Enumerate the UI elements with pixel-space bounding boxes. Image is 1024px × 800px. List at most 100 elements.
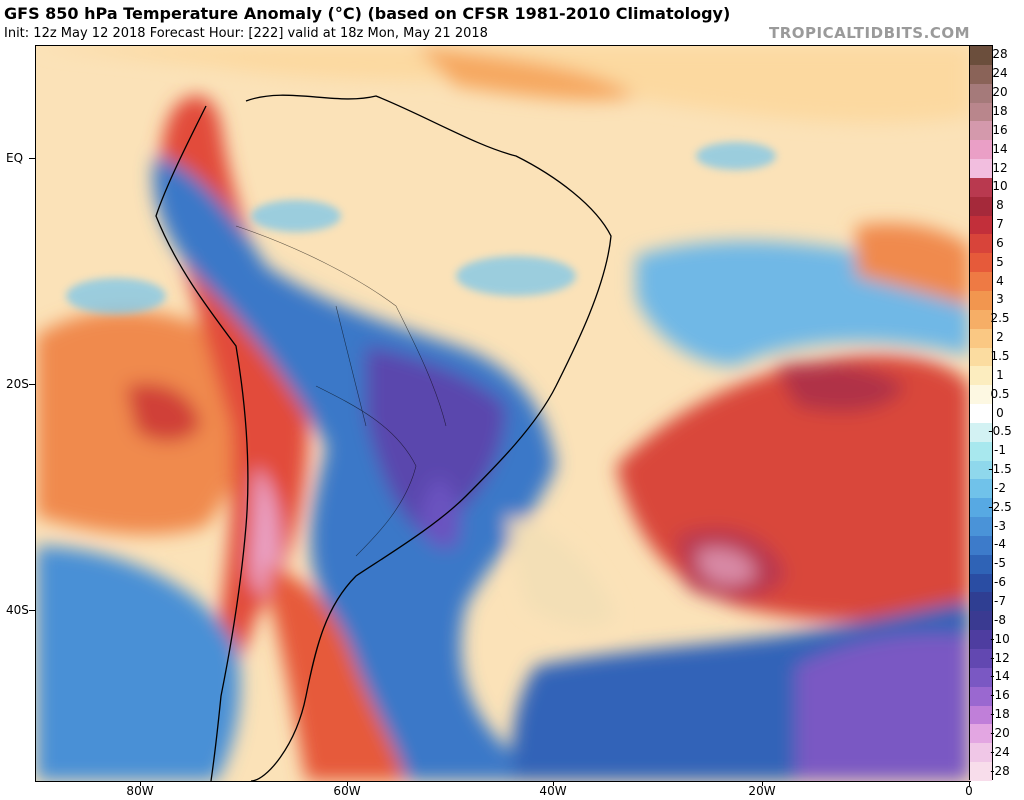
colorbar-swatch xyxy=(970,215,992,235)
colorbar-level-label: -18 xyxy=(990,707,1010,722)
colorbar-swatch xyxy=(970,366,992,386)
lat-tick-20s xyxy=(29,384,35,385)
colorbar-level-label: 2.5 xyxy=(990,311,1010,326)
colorbar-legend xyxy=(969,45,993,781)
colorbar-level-label: -1.5 xyxy=(988,462,1012,477)
colorbar-level-label: 28 xyxy=(992,47,1008,62)
colorbar-swatch xyxy=(970,177,992,197)
lat-label-20s: 20S xyxy=(6,377,29,391)
colorbar-swatch xyxy=(970,64,992,84)
colorbar-level-label: -24 xyxy=(990,744,1010,759)
forecast-info: Init: 12z May 12 2018 Forecast Hour: [22… xyxy=(4,26,488,41)
colorbar-swatch xyxy=(970,253,992,273)
lat-label-eq: EQ xyxy=(6,151,24,165)
colorbar-level-label: -8 xyxy=(994,612,1006,627)
colorbar-swatch xyxy=(970,83,992,103)
colorbar-swatch xyxy=(970,385,992,405)
colorbar-level-label: 6 xyxy=(996,235,1004,250)
colorbar-swatch xyxy=(970,705,992,725)
colorbar-swatch xyxy=(970,272,992,291)
colorbar-swatch xyxy=(970,498,992,518)
lon-label-40w: 40W xyxy=(539,784,567,798)
colorbar-swatch xyxy=(970,422,992,442)
lat-tick-40s xyxy=(29,610,35,611)
lon-tick-80w xyxy=(140,781,141,786)
colorbar-level-label: -20 xyxy=(990,725,1010,740)
colorbar-swatch xyxy=(970,46,992,65)
colorbar-swatch xyxy=(970,592,992,612)
colorbar-level-label: 7 xyxy=(996,217,1004,232)
colorbar-level-label: -2 xyxy=(994,480,1006,495)
colorbar-swatch xyxy=(970,517,992,536)
colorbar-swatch xyxy=(970,404,992,423)
colorbar-swatch xyxy=(970,554,992,574)
colorbar-swatch xyxy=(970,667,992,687)
colorbar-swatch xyxy=(970,159,992,178)
colorbar-level-label: -1 xyxy=(994,443,1006,458)
colorbar-level-label: 20 xyxy=(992,85,1008,100)
colorbar-level-label: 10 xyxy=(992,179,1008,194)
colorbar-level-label: -4 xyxy=(994,537,1006,552)
colorbar-level-label: -3 xyxy=(994,518,1006,533)
lon-label-0: 0 xyxy=(965,784,973,798)
colorbar-swatch xyxy=(970,573,992,593)
lat-tick-eq xyxy=(29,158,35,159)
colorbar-swatch xyxy=(970,762,992,781)
colorbar-level-label: -28 xyxy=(990,763,1010,778)
colorbar-swatch xyxy=(970,121,992,141)
colorbar-level-label: 18 xyxy=(992,103,1008,118)
chart-title: GFS 850 hPa Temperature Anomaly (°C) (ba… xyxy=(4,4,731,23)
colorbar-level-label: 4 xyxy=(996,273,1004,288)
lat-label-40s: 40S xyxy=(6,603,29,617)
colorbar-level-label: -12 xyxy=(990,650,1010,665)
colorbar-level-label: 12 xyxy=(992,160,1008,175)
lon-label-60w: 60W xyxy=(333,784,361,798)
colorbar-level-label: -16 xyxy=(990,688,1010,703)
colorbar-level-label: 16 xyxy=(992,122,1008,137)
colorbar-level-label: 5 xyxy=(996,254,1004,269)
colorbar-level-label: 24 xyxy=(992,66,1008,81)
brand-watermark[interactable]: TROPICALTIDBITS.COM xyxy=(769,24,970,42)
colorbar-level-label: -7 xyxy=(994,593,1006,608)
colorbar-swatch xyxy=(970,649,992,668)
anomaly-field xyxy=(36,46,970,781)
colorbar-level-label: -0.5 xyxy=(988,424,1012,439)
colorbar-swatch xyxy=(970,328,992,348)
lon-tick-60w xyxy=(347,781,348,786)
colorbar-level-label: 3 xyxy=(996,292,1004,307)
colorbar-level-label: 0 xyxy=(996,405,1004,420)
colorbar-swatch xyxy=(970,611,992,631)
colorbar-swatch xyxy=(970,234,992,254)
colorbar-level-label: -14 xyxy=(990,669,1010,684)
colorbar-swatch xyxy=(970,479,992,499)
colorbar-level-label: 14 xyxy=(992,141,1008,156)
colorbar-level-label: 1.5 xyxy=(990,348,1010,363)
colorbar-swatch xyxy=(970,290,992,310)
colorbar-level-label: 1 xyxy=(996,367,1004,382)
colorbar-swatch xyxy=(970,309,992,329)
colorbar-swatch xyxy=(970,724,992,744)
colorbar-swatch xyxy=(970,347,992,367)
lon-tick-40w xyxy=(553,781,554,786)
colorbar-level-label: 2 xyxy=(996,330,1004,345)
lon-label-20w: 20W xyxy=(748,784,776,798)
colorbar-level-label: 8 xyxy=(996,198,1004,213)
colorbar-swatch xyxy=(970,686,992,706)
colorbar-level-label: 0.5 xyxy=(990,386,1010,401)
colorbar-swatch xyxy=(970,196,992,216)
colorbar-swatch xyxy=(970,460,992,480)
colorbar-swatch xyxy=(970,535,992,555)
colorbar-swatch xyxy=(970,140,992,160)
lon-tick-20w xyxy=(762,781,763,786)
colorbar-level-label: -5 xyxy=(994,556,1006,571)
colorbar-swatch xyxy=(970,441,992,461)
colorbar-swatch xyxy=(970,743,992,763)
colorbar-level-label: -6 xyxy=(994,575,1006,590)
colorbar-level-label: -2.5 xyxy=(988,499,1012,514)
colorbar-level-label: -10 xyxy=(990,631,1010,646)
colorbar-swatch xyxy=(970,102,992,122)
lon-label-80w: 80W xyxy=(126,784,154,798)
lon-tick-0 xyxy=(969,781,970,786)
anomaly-map xyxy=(35,45,971,782)
colorbar-swatch xyxy=(970,630,992,649)
